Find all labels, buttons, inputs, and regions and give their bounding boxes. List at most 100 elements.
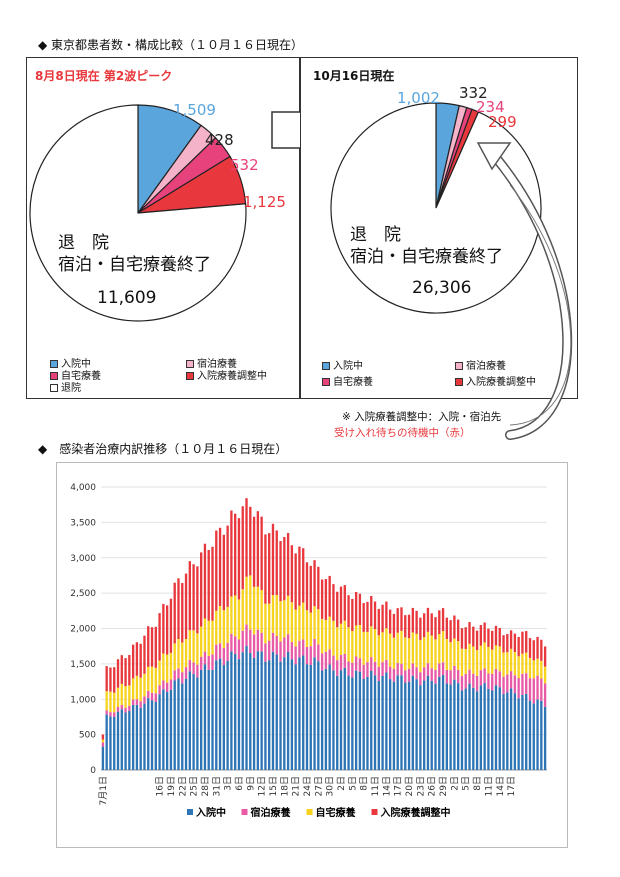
bar-segment bbox=[109, 712, 112, 717]
bar-segment bbox=[260, 632, 263, 652]
bar-segment bbox=[449, 684, 452, 770]
bar-segment bbox=[453, 638, 456, 666]
right-center-line1: 退 院 bbox=[350, 225, 401, 245]
y-tick-label: 500 bbox=[79, 731, 96, 741]
bar-segment bbox=[241, 589, 244, 631]
bar-segment bbox=[328, 649, 331, 665]
bar-segment bbox=[502, 652, 505, 677]
bar-segment bbox=[343, 653, 346, 668]
bar-segment bbox=[494, 625, 498, 646]
bar-segment bbox=[275, 654, 278, 770]
bar-segment bbox=[169, 598, 173, 653]
bar-segment bbox=[237, 518, 241, 600]
bar-segment bbox=[120, 709, 123, 770]
bar-segment bbox=[207, 655, 210, 670]
bar-segment bbox=[139, 707, 142, 770]
section-title-trend: ◆ 感染者治療内訳推移（１０月１６日現在） bbox=[38, 442, 288, 456]
bar-segment bbox=[249, 629, 252, 654]
bar-segment bbox=[165, 682, 169, 693]
left-center-line2: 宿泊・自宅療養終了 bbox=[58, 255, 211, 275]
bar-segment bbox=[313, 657, 316, 770]
bar-segment bbox=[351, 662, 354, 678]
bar-segment bbox=[388, 679, 392, 770]
bar-segment bbox=[445, 638, 449, 670]
x-tick-label: 30日 bbox=[325, 776, 336, 796]
bar-segment bbox=[487, 673, 490, 689]
bar-segment bbox=[494, 645, 498, 670]
x-tick-label: 25日 bbox=[189, 776, 200, 796]
x-tick-label: 17日 bbox=[506, 776, 517, 796]
bar-segment bbox=[434, 639, 437, 670]
bar-segment bbox=[475, 650, 479, 676]
bar-segment bbox=[313, 606, 316, 640]
bar-segment bbox=[192, 564, 195, 631]
x-tick-label: 8日 bbox=[359, 776, 370, 791]
bar-segment bbox=[203, 664, 207, 770]
bar-segment bbox=[252, 657, 256, 770]
bar-segment bbox=[513, 633, 517, 652]
bar-segment bbox=[124, 707, 127, 713]
bar-segment bbox=[434, 669, 437, 684]
left-pie bbox=[29, 104, 247, 322]
bar-segment bbox=[445, 669, 449, 684]
bar-segment bbox=[286, 651, 290, 770]
bar-segment bbox=[422, 637, 426, 668]
left-legend-adjust: 入院療養調整中 bbox=[186, 367, 267, 382]
bar-segment bbox=[475, 675, 479, 692]
legend-label: 自宅療養 bbox=[333, 377, 373, 388]
bar-segment bbox=[366, 601, 369, 632]
bar-segment bbox=[494, 669, 498, 686]
x-tick-label: 18日 bbox=[279, 776, 290, 796]
bar-segment bbox=[498, 671, 501, 688]
bar-segment bbox=[343, 620, 346, 654]
bar-segment bbox=[169, 679, 173, 690]
bar-segment bbox=[181, 642, 184, 673]
bar-segment bbox=[475, 691, 479, 770]
bar-segment bbox=[124, 712, 127, 770]
bar-segment bbox=[147, 690, 150, 699]
bar-segment bbox=[120, 704, 123, 710]
bar-segment bbox=[426, 631, 430, 664]
bar-segment bbox=[336, 627, 339, 661]
bar-segment bbox=[264, 661, 267, 770]
bar-segment bbox=[196, 664, 199, 678]
bar-segment bbox=[332, 584, 335, 621]
bar-segment bbox=[279, 641, 282, 662]
bar-segment bbox=[173, 643, 176, 671]
bar-segment bbox=[234, 595, 237, 637]
bar-segment bbox=[426, 607, 430, 632]
bar-segment bbox=[521, 631, 524, 654]
bar-segment bbox=[252, 586, 256, 635]
bar-segment bbox=[275, 530, 278, 595]
x-tick-label: 20日 bbox=[404, 776, 415, 796]
bar-segment bbox=[332, 670, 335, 770]
bar-segment bbox=[234, 513, 237, 596]
bar-segment bbox=[283, 536, 286, 601]
bar-segment bbox=[283, 600, 286, 638]
bar-segment bbox=[543, 683, 547, 707]
bar-segment bbox=[396, 632, 399, 664]
bar-segment bbox=[158, 685, 161, 695]
bar-segment bbox=[339, 655, 343, 671]
bar-segment bbox=[343, 585, 346, 621]
legend-swatch bbox=[371, 809, 378, 815]
right-label-hotel: 332 bbox=[459, 84, 488, 102]
bar-segment bbox=[249, 653, 252, 770]
bar-segment bbox=[131, 678, 135, 700]
bar-segment bbox=[165, 605, 169, 655]
bar-segment bbox=[487, 646, 490, 674]
bar-segment bbox=[445, 683, 449, 770]
bar-segment bbox=[336, 591, 339, 628]
bar-segment bbox=[218, 643, 222, 659]
bar-segment bbox=[339, 623, 343, 656]
bar-segment bbox=[513, 675, 517, 694]
bar-segment bbox=[169, 689, 173, 770]
bar-segment bbox=[275, 594, 278, 636]
bar-segment bbox=[464, 673, 467, 689]
bar-segment bbox=[207, 620, 210, 656]
bar-segment bbox=[309, 664, 312, 770]
bar-segment bbox=[434, 617, 437, 640]
bar-segment bbox=[150, 666, 154, 693]
bar-segment bbox=[509, 671, 513, 689]
bar-segment bbox=[457, 641, 460, 670]
